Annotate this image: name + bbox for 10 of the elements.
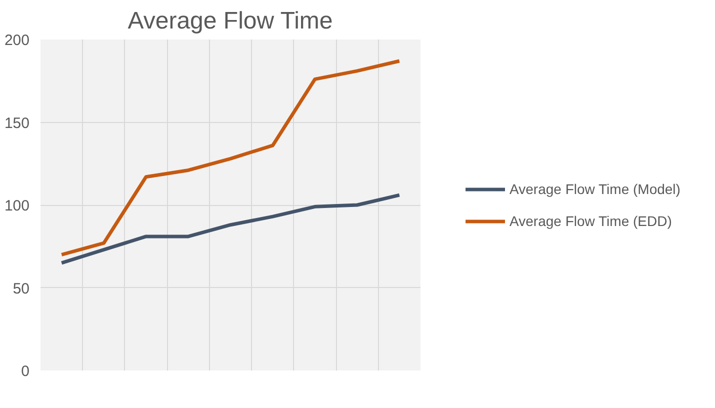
y-tick-label: 200 — [4, 32, 30, 49]
line-series — [60, 59, 402, 256]
line-series — [60, 193, 402, 265]
y-tick-label: 100 — [4, 198, 30, 214]
y-tick-label: 50 — [12, 280, 30, 298]
chart-title: Average Flow Time — [128, 8, 333, 34]
legend-label: Average Flow Time (EDD) — [510, 212, 672, 228]
y-tick-label: 150 — [4, 114, 30, 132]
legend-label: Average Flow Time (Model) — [510, 180, 680, 196]
y-tick-label: 0 — [21, 363, 30, 380]
